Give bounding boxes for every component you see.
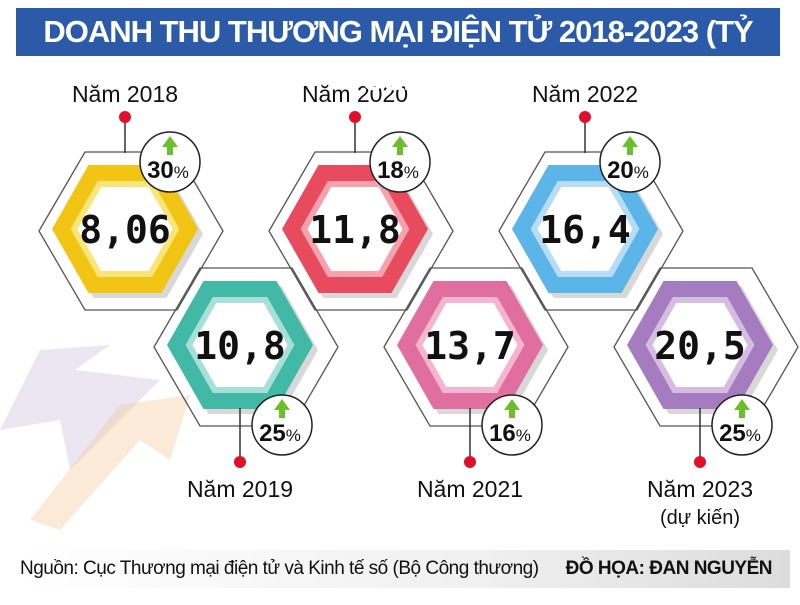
year-label: Năm 2019 (187, 476, 293, 502)
hexagon-outline (38, 151, 224, 311)
note-label: (dự kiến) (660, 507, 740, 529)
pin-dot (464, 456, 476, 468)
percent-sign: % (286, 426, 301, 445)
hexagon-outline (383, 267, 569, 427)
hexagon-item-2021: 13,7 Năm 2021 16% (383, 267, 569, 502)
pin-dot (579, 111, 591, 123)
hexagon-inner (645, 297, 755, 393)
hexagon-outline (153, 267, 339, 427)
arrow-up-icon (162, 136, 178, 155)
hexagon-item-2022: 16,4 Năm 2022 20% (498, 81, 684, 311)
arrow-up-icon (622, 136, 638, 155)
arrow-up-icon (734, 399, 750, 418)
growth-label: 16% (489, 420, 531, 447)
chart-title: DOANH THU THƯƠNG MẠI ĐIỆN TỬ 2018-2023 (… (16, 8, 780, 97)
year-label: Năm 2022 (532, 81, 638, 107)
hexagon-item-2020: 11,8 Năm 2020 18% (268, 81, 454, 311)
value-label: 8,06 (79, 208, 171, 252)
value-label: 16,4 (539, 208, 631, 252)
arrow-up-icon (274, 399, 290, 418)
percent-sign: % (516, 426, 531, 445)
pin-dot (694, 456, 706, 468)
percent-sign: % (174, 163, 189, 182)
value-label: 13,7 (424, 324, 516, 368)
pin-dot (234, 456, 246, 468)
year-label: Năm 2020 (302, 81, 408, 107)
hexagon-outline (498, 151, 684, 311)
year-label: Năm 2023 (647, 476, 753, 502)
hexagon-outline (268, 151, 454, 311)
footer: Nguồn: Cục Thương mại điện tử và Kinh tế… (20, 550, 790, 588)
hexagon-inner (70, 181, 180, 277)
pin-dot (119, 111, 131, 123)
year-label: Năm 2018 (72, 81, 178, 107)
graphics-credit: ĐỒ HỌA: ĐAN NGUYỄN (565, 558, 773, 579)
arrow-up-icon (504, 399, 520, 418)
hexagon-inner (415, 297, 525, 393)
percent-sign: % (634, 163, 649, 182)
growth-badge (481, 394, 543, 456)
hexagon-outline (613, 267, 799, 427)
year-label: Năm 2021 (417, 476, 523, 502)
decorative-arrows (0, 345, 190, 530)
pin-dot (349, 111, 361, 123)
growth-badge (251, 394, 313, 456)
percent-sign: % (746, 426, 761, 445)
hexagon-inner (530, 181, 640, 277)
hexagon-inner (300, 181, 410, 277)
percent-sign: % (404, 163, 419, 182)
value-label: 20,5 (654, 324, 746, 368)
growth-badge (711, 394, 773, 456)
hexagon-inner (185, 297, 295, 393)
growth-badge (139, 131, 201, 193)
growth-label: 18% (377, 157, 419, 184)
source-text: Nguồn: Cục Thương mại điện tử và Kinh tế… (20, 558, 539, 579)
growth-badge (599, 131, 661, 193)
value-label: 11,8 (309, 208, 401, 252)
value-label: 10,8 (194, 324, 286, 368)
growth-badge (369, 131, 431, 193)
arrow-up-icon (392, 136, 408, 155)
growth-label: 20% (607, 157, 649, 184)
